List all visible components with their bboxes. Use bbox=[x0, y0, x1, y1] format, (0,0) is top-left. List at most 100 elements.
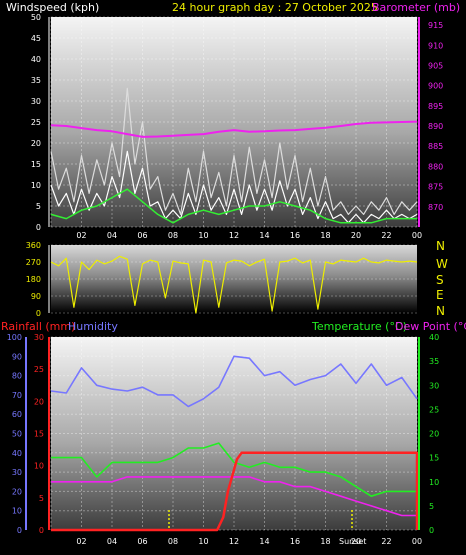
rain-y-tick: 30 bbox=[34, 333, 44, 342]
humidity-y-tick: 100 bbox=[7, 333, 22, 342]
series-windspeed bbox=[50, 150, 418, 224]
compass-n-top: N bbox=[436, 239, 445, 253]
temp-x-tick: 16 bbox=[290, 537, 300, 546]
wind-x-tick: 14 bbox=[259, 231, 269, 240]
temp-x-tick: 00 bbox=[412, 537, 422, 546]
wind-y-tick: 25 bbox=[31, 118, 41, 127]
temp-x-tick: 08 bbox=[168, 537, 178, 546]
humidity-y-tick: 50 bbox=[12, 430, 22, 439]
wind-x-tick: 06 bbox=[137, 231, 147, 240]
temp-y-tick: 20 bbox=[429, 430, 439, 439]
temp-x-tick: 22 bbox=[381, 537, 391, 546]
wind-y-tick: 20 bbox=[31, 139, 41, 148]
rain-y-tick: 25 bbox=[34, 365, 44, 374]
wind-y-tick: 0 bbox=[36, 223, 41, 232]
temp-y-tick: 40 bbox=[429, 333, 439, 342]
sunset-label: Sunset bbox=[339, 537, 366, 546]
temp-x-tick: 12 bbox=[229, 537, 239, 546]
series-gust bbox=[50, 87, 418, 215]
humidity-y-tick: 20 bbox=[12, 487, 22, 496]
series-avgwind bbox=[50, 188, 417, 224]
series-barometer bbox=[50, 120, 418, 138]
baro-y-tick: 900 bbox=[428, 82, 443, 91]
baro-y-tick: 910 bbox=[428, 41, 443, 50]
baro-y-tick: 905 bbox=[428, 61, 443, 70]
humidity-y-tick: 0 bbox=[17, 526, 22, 535]
wind-x-tick: 20 bbox=[351, 231, 361, 240]
temp-y-tick: 15 bbox=[429, 454, 439, 463]
dewpoint-legend: Dew Point (°C) bbox=[395, 320, 466, 333]
compass-s: S bbox=[436, 273, 444, 287]
temp-x-tick: 18 bbox=[320, 537, 330, 546]
wind-y-tick: 50 bbox=[31, 13, 41, 22]
wind-y-tick: 40 bbox=[31, 55, 41, 64]
wind-x-tick: 08 bbox=[168, 231, 178, 240]
rain-y-tick: 15 bbox=[34, 430, 44, 439]
dir-y-tick: 360 bbox=[26, 241, 41, 250]
wind-x-tick: 00 bbox=[412, 231, 422, 240]
temp-y-tick: 25 bbox=[429, 405, 439, 414]
humidity-y-tick: 60 bbox=[12, 410, 22, 419]
wind-title: Windspeed (kph) bbox=[6, 1, 99, 14]
temp-x-tick: 02 bbox=[76, 537, 86, 546]
direction-panel-bg bbox=[51, 245, 417, 313]
dir-y-tick: 90 bbox=[31, 292, 41, 301]
baro-y-tick: 915 bbox=[428, 21, 443, 30]
humidity-y-tick: 40 bbox=[12, 449, 22, 458]
wind-y-tick: 10 bbox=[31, 181, 41, 190]
wind-y-tick: 35 bbox=[31, 76, 41, 85]
baro-y-tick: 875 bbox=[428, 183, 443, 192]
humidity-legend: Humidity bbox=[68, 320, 118, 333]
temp-panel-bg bbox=[51, 337, 417, 530]
wind-x-tick: 02 bbox=[76, 231, 86, 240]
wind-x-tick: 16 bbox=[290, 231, 300, 240]
dir-y-tick: 180 bbox=[26, 275, 41, 284]
temp-x-tick: 20 bbox=[351, 537, 361, 546]
compass-e: E bbox=[436, 288, 444, 302]
wind-x-tick: 18 bbox=[320, 231, 330, 240]
temp-x-tick: 10 bbox=[198, 537, 208, 546]
wind-x-tick: 22 bbox=[381, 231, 391, 240]
rain-y-tick: 10 bbox=[34, 462, 44, 471]
rainfall-legend: Rainfall (mm) bbox=[1, 320, 75, 333]
compass-w: W bbox=[436, 257, 448, 271]
wind-x-tick: 12 bbox=[229, 231, 239, 240]
temp-y-tick: 10 bbox=[429, 478, 439, 487]
temp-y-tick: 30 bbox=[429, 381, 439, 390]
temperature-legend: Temperature (°C) bbox=[311, 320, 407, 333]
compass-n-bottom: N bbox=[436, 304, 445, 318]
temp-x-tick: 14 bbox=[259, 537, 269, 546]
wind-y-tick: 30 bbox=[31, 97, 41, 106]
series-humidity bbox=[50, 355, 418, 408]
humidity-y-tick: 80 bbox=[12, 372, 22, 381]
wind-y-tick: 45 bbox=[31, 34, 41, 43]
baro-y-tick: 870 bbox=[428, 203, 443, 212]
humidity-y-tick: 90 bbox=[12, 352, 22, 361]
wind-panel-bg bbox=[51, 17, 417, 227]
humidity-y-tick: 10 bbox=[12, 507, 22, 516]
wind-y-tick: 15 bbox=[31, 160, 41, 169]
wind-x-tick: 10 bbox=[198, 231, 208, 240]
series-rain bbox=[51, 451, 419, 532]
temp-y-tick: 35 bbox=[429, 357, 439, 366]
baro-y-tick: 880 bbox=[428, 162, 443, 171]
rain-y-tick: 0 bbox=[39, 526, 44, 535]
humidity-y-tick: 30 bbox=[12, 468, 22, 477]
baro-y-tick: 895 bbox=[428, 102, 443, 111]
wind-y-tick: 5 bbox=[36, 202, 41, 211]
series-dewpoint bbox=[51, 476, 417, 517]
baro-y-tick: 885 bbox=[428, 142, 443, 151]
rain-y-tick: 20 bbox=[34, 397, 44, 406]
baro-title: Barometer (mb) bbox=[372, 1, 460, 14]
date-title: 24 hour graph day : 27 October 2025 bbox=[172, 1, 378, 14]
temp-y-tick: 0 bbox=[429, 526, 434, 535]
rain-y-tick: 5 bbox=[39, 494, 44, 503]
humidity-y-tick: 70 bbox=[12, 391, 22, 400]
temp-x-tick: 04 bbox=[107, 537, 117, 546]
dir-y-tick: 0 bbox=[36, 309, 41, 318]
temp-x-tick: 06 bbox=[137, 537, 147, 546]
baro-y-tick: 890 bbox=[428, 122, 443, 131]
temp-y-tick: 5 bbox=[429, 502, 434, 511]
